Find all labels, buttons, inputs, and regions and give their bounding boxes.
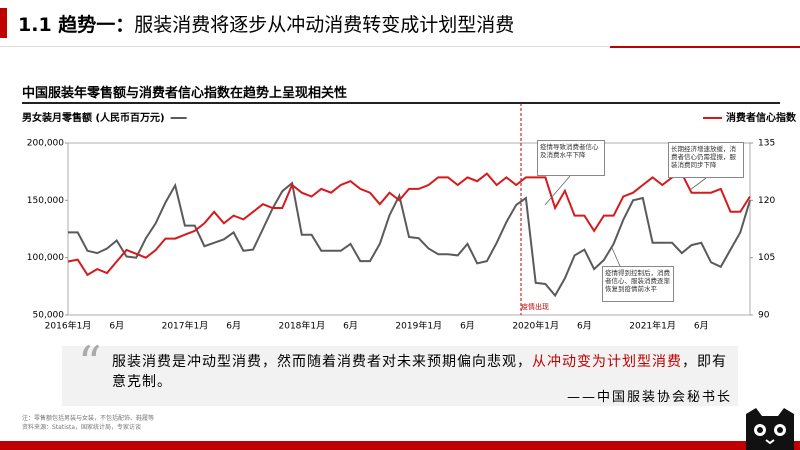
y2-tick-label: 90 <box>758 311 770 321</box>
quote: 服装消费是冲动型消费，然而随着消费者对未来预期偏向悲观，从冲动变为计划型消费，即… <box>112 352 732 392</box>
plot-frame <box>67 142 751 316</box>
x-tick-label: 2020年1月 <box>512 320 559 332</box>
y2-tick-label: 105 <box>758 253 775 263</box>
slide-title: 1.1 趋势一：服装消费将逐步从冲动消费转变成计划型消费 <box>18 10 514 37</box>
annotation-leader <box>689 177 707 191</box>
series-line <box>68 181 751 298</box>
footnote: 资料来源：Statista，国家统计局，专家访谈 <box>22 424 142 431</box>
x-tick-label: 6月 <box>460 321 475 332</box>
legend-label: 男女装月零售额 (人民币百万元) <box>22 111 165 124</box>
quote-source: ——中国服装协会秘书长 <box>566 390 732 405</box>
x-tick-label: 2021年1月 <box>629 320 676 332</box>
chart-title: 中国服装年零售额与消费者信心指数在趋势上呈现相关性 <box>22 86 348 101</box>
y-tick-label: 150,000 <box>27 196 64 206</box>
y-tick-label: 200,000 <box>27 139 64 149</box>
title-bar <box>0 8 7 38</box>
annotation-leader <box>544 175 571 206</box>
x-tick-label: 6月 <box>577 321 592 332</box>
annotation: 疫情导致消费者信心及消费水平下降 <box>537 140 605 176</box>
title-text: 服装消费将逐步从冲动消费转变成计划型消费 <box>134 14 515 36</box>
quote-highlight: 从冲动变为计划型消费 <box>532 354 682 370</box>
annotation-leader <box>611 247 621 267</box>
quote-text: 服装消费是冲动型消费，然而随着消费者对未来预期偏向悲观， <box>112 354 532 370</box>
x-tick-label: 6月 <box>109 321 124 332</box>
event-label: 疫情出现 <box>521 303 549 311</box>
x-tick-label: 2018年1月 <box>279 320 326 332</box>
annotation: 疫情得到控制后，消费者信心、服装消费逐渐恢复到疫情前水平 <box>602 266 674 302</box>
y-tick-label: 100,000 <box>27 253 64 263</box>
title-number: 1.1 趋势一： <box>18 14 135 36</box>
logo <box>746 408 794 450</box>
legend-label: 消费者信心指数 <box>726 111 797 124</box>
footer-bar <box>0 441 800 450</box>
x-tick-label: 6月 <box>694 321 709 332</box>
series-line <box>67 172 751 277</box>
y2-tick-label: 135 <box>758 139 775 149</box>
quote-mark: “ <box>78 336 102 390</box>
y2-tick-label: 120 <box>758 196 775 206</box>
divider <box>0 46 800 47</box>
divider-accent <box>610 46 800 48</box>
x-tick-label: 6月 <box>226 321 241 332</box>
x-tick-label: 2019年1月 <box>395 320 442 332</box>
y-tick-label: 50,000 <box>33 311 65 321</box>
x-tick-label: 6月 <box>343 321 358 332</box>
annotation: 长期经济增速放缓，消费者信心仍需提振，服装消费同步下降 <box>668 142 744 178</box>
x-tick-label: 2016年1月 <box>45 320 92 332</box>
chart: 50,000 100,000 150,000 200,000 90 105 120 135 20… <box>22 103 797 332</box>
x-tick-label: 2017年1月 <box>162 320 209 332</box>
footnote: 注：零售额包括男装与女装，不包括配饰、鞋履等 <box>22 415 155 422</box>
chart-title-rule <box>22 102 780 104</box>
quote-box <box>62 346 738 406</box>
quote-tail: ，即有意克制。 <box>112 354 727 390</box>
